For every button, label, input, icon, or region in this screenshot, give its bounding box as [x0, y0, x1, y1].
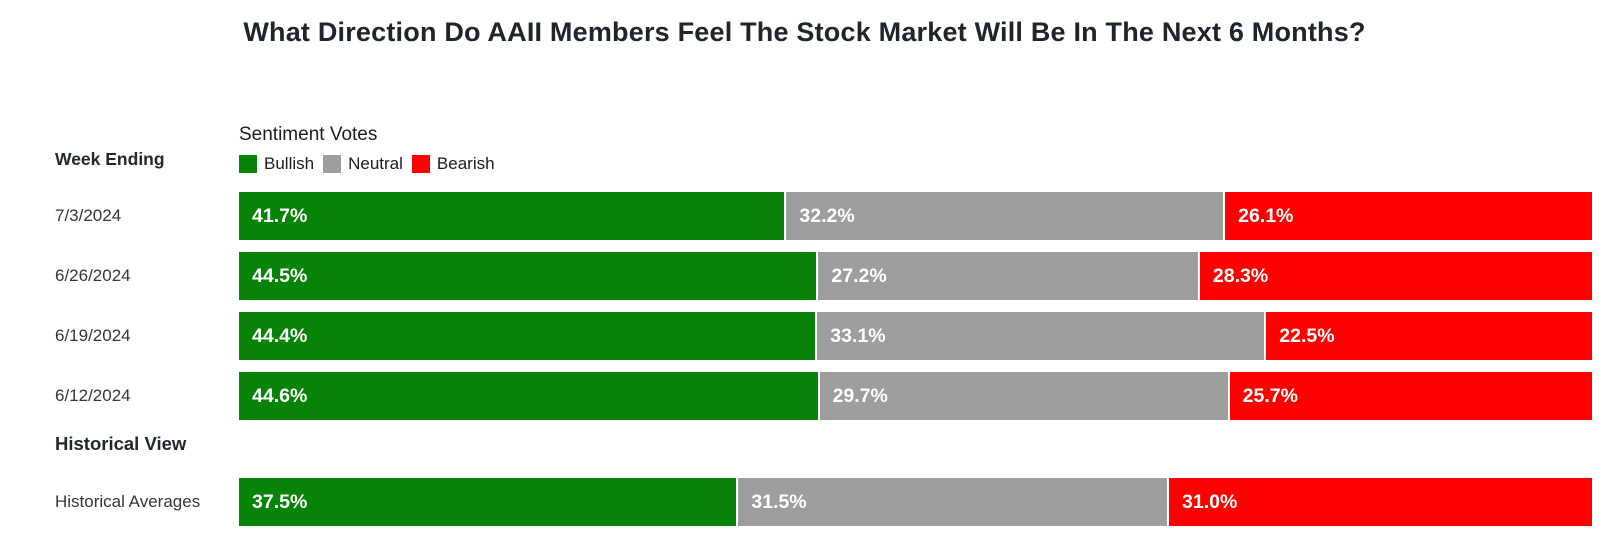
historical-averages-label: Historical Averages [55, 492, 201, 511]
bar-value-label: 44.5% [252, 264, 308, 287]
bar-segment-bullish: 44.5% [239, 252, 817, 300]
historical-view-header: Historical View [55, 433, 187, 454]
bar-segment-bullish: 37.5% [239, 478, 737, 526]
chart-title: What Direction Do AAII Members Feel The … [243, 17, 1366, 47]
week-ending-date-label: 6/26/2024 [55, 266, 131, 285]
bar-segment-bullish: 41.7% [239, 192, 785, 240]
bar-value-label: 31.5% [751, 490, 807, 513]
legend-title: Sentiment Votes [239, 124, 378, 145]
bar-value-label: 31.0% [1182, 490, 1238, 513]
stacked-bar: 44.5% 27.2% 28.3% [239, 252, 1592, 300]
bar-segment-bearish: 31.0% [1169, 478, 1592, 526]
bar-value-label: 25.7% [1242, 384, 1298, 407]
bar-row: 6/19/2024 44.4% 33.1% 22.5% [0, 312, 1592, 360]
bar-segment-bearish: 25.7% [1229, 372, 1592, 420]
legend-item-bullish: Bullish [239, 154, 314, 174]
legend-label: Bearish [436, 154, 495, 173]
week-ending-date-label: 7/3/2024 [55, 206, 122, 225]
bar-row: 6/12/2024 44.6% 29.7% 25.7% [0, 372, 1592, 420]
bar-value-label: 22.5% [1279, 324, 1335, 347]
bar-segment-bearish: 26.1% [1225, 192, 1592, 240]
bar-segment-bullish: 44.6% [239, 372, 818, 420]
stacked-bar: 37.5% 31.5% 31.0% [239, 478, 1592, 526]
bar-value-label: 28.3% [1212, 264, 1269, 287]
bar-segment-neutral: 27.2% [818, 252, 1198, 300]
bar-row: 7/3/2024 41.7% 32.2% 26.1% [0, 192, 1592, 240]
legend: Bullish Neutral Bearish [239, 154, 504, 174]
stacked-bar: 41.7% 32.2% 26.1% [239, 192, 1592, 240]
legend-swatch-neutral [323, 155, 342, 173]
bar-row: 6/26/2024 44.5% 27.2% 28.3% [0, 252, 1592, 300]
week-ending-date-label: 6/12/2024 [55, 386, 131, 405]
stacked-bar: 44.4% 33.1% 22.5% [239, 312, 1592, 360]
week-ending-date-label: 6/19/2024 [55, 326, 131, 345]
stacked-bar: 44.6% 29.7% 25.7% [239, 372, 1592, 420]
bar-value-label: 27.2% [831, 264, 887, 287]
bar-value-label: 44.6% [252, 384, 308, 407]
week-ending-header: Week Ending [55, 149, 165, 169]
bar-segment-bearish: 22.5% [1266, 312, 1592, 360]
legend-label: Neutral [348, 154, 403, 173]
bar-segment-bearish: 28.3% [1199, 252, 1592, 300]
bar-value-label: 32.2% [799, 204, 855, 227]
bar-segment-neutral: 32.2% [786, 192, 1224, 240]
bar-segment-neutral: 31.5% [738, 478, 1168, 526]
bar-segment-neutral: 33.1% [817, 312, 1265, 360]
legend-label: Bullish [264, 154, 315, 173]
bar-value-label: 37.5% [252, 490, 308, 513]
legend-item-bearish: Bearish [411, 154, 495, 174]
legend-item-neutral: Neutral [323, 154, 403, 174]
legend-swatch-bullish [239, 155, 257, 173]
bar-segment-neutral: 29.7% [819, 372, 1228, 420]
bar-value-label: 44.4% [252, 324, 308, 347]
bar-value-label: 29.7% [832, 384, 888, 407]
legend-swatch-bearish [411, 155, 430, 173]
bar-value-label: 26.1% [1238, 204, 1294, 227]
bar-row: Historical Averages 37.5% 31.5% 31.0% [0, 478, 1592, 526]
weekly-bar-rows: 7/3/2024 41.7% 32.2% 26.1% 6/26/2024 44.5% 27.… [0, 192, 1592, 432]
bar-segment-bullish: 44.4% [239, 312, 816, 360]
legend-block: Sentiment Votes Bullish Neutral Bearish [239, 124, 504, 174]
bar-value-label: 41.7% [252, 204, 308, 227]
bar-value-label: 33.1% [830, 324, 886, 347]
historical-bar-row: Historical Averages 37.5% 31.5% 31.0% [0, 478, 1592, 538]
